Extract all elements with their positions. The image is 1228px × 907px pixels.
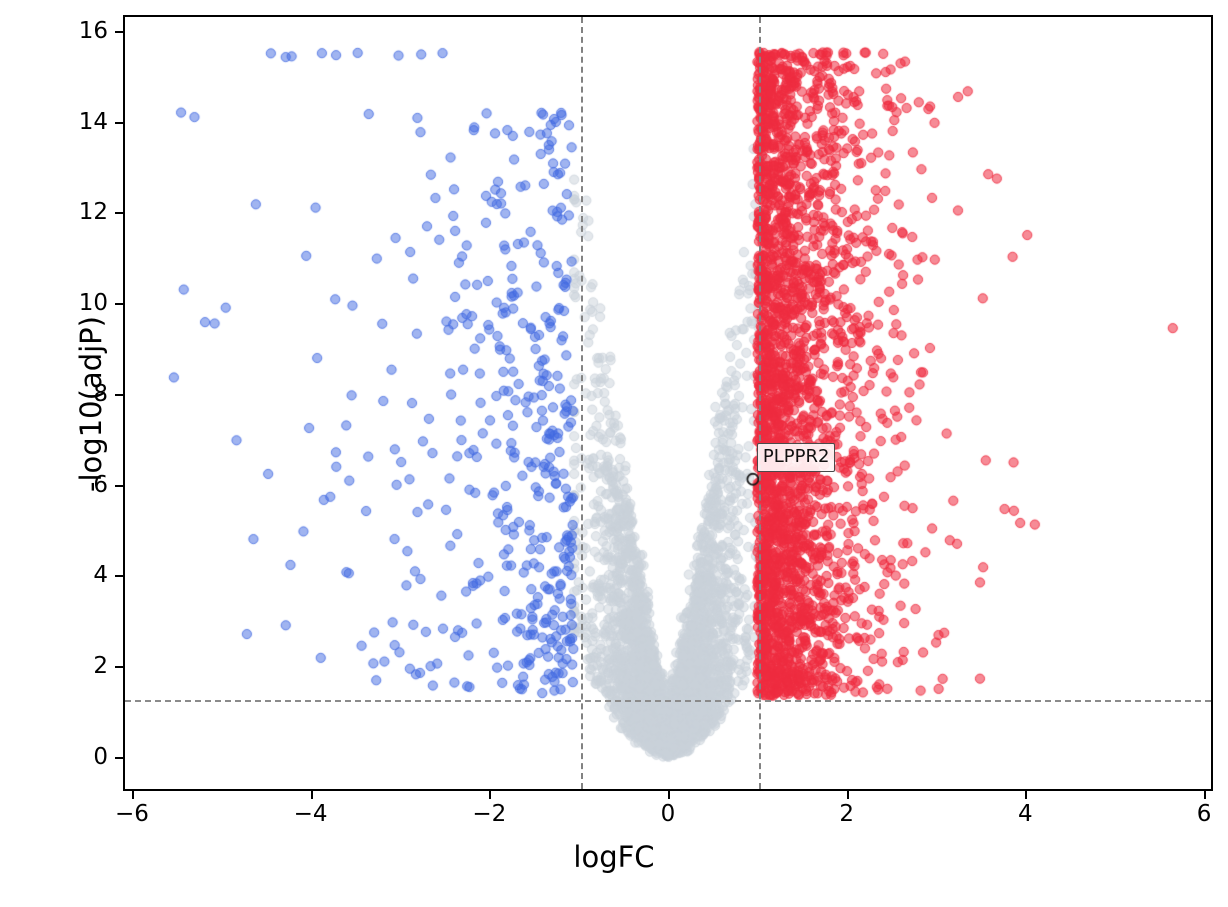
y-tick-mark xyxy=(115,212,123,215)
x-tick-mark xyxy=(1204,791,1207,799)
x-tick-mark xyxy=(131,791,134,799)
y-tick-mark xyxy=(115,666,123,669)
y-tick-label: 0 xyxy=(93,743,108,770)
x-tick-label: −2 xyxy=(472,801,507,827)
x-tick-mark xyxy=(1025,791,1028,799)
pvalue-threshold-line xyxy=(125,699,1211,702)
y-tick-mark xyxy=(115,756,123,759)
plot-area: PLPPR2 xyxy=(123,15,1213,791)
x-tick-mark xyxy=(846,791,849,799)
gene-annotation-label: PLPPR2 xyxy=(756,443,836,473)
scatter-points-canvas xyxy=(125,17,1211,789)
x-tick-mark xyxy=(489,791,492,799)
y-tick-mark xyxy=(115,121,123,124)
x-axis-title: logFC xyxy=(573,840,655,874)
y-tick-mark xyxy=(115,575,123,578)
y-tick-mark xyxy=(115,30,123,33)
y-tick-label: 12 xyxy=(78,199,108,226)
y-tick-label: 4 xyxy=(93,562,108,589)
y-tick-mark xyxy=(115,393,123,396)
logfc-threshold-line-negative xyxy=(580,17,583,789)
logfc-threshold-line-positive xyxy=(759,17,762,789)
y-tick-label: 6 xyxy=(93,471,108,498)
y-tick-label: 8 xyxy=(93,380,108,407)
x-tick-label: 6 xyxy=(1196,801,1212,827)
y-tick-label: 2 xyxy=(93,653,108,680)
y-tick-mark xyxy=(115,303,123,306)
y-tick-label: 14 xyxy=(78,108,108,135)
x-tick-label: 2 xyxy=(839,801,855,827)
y-tick-mark xyxy=(115,484,123,487)
x-tick-label: −4 xyxy=(293,801,328,827)
gene-name: PLPPR2 xyxy=(762,446,830,468)
x-tick-label: 4 xyxy=(1018,801,1033,827)
y-tick-label: 16 xyxy=(78,17,108,44)
x-tick-mark xyxy=(310,791,313,799)
x-tick-label: 0 xyxy=(660,801,676,827)
y-axis-title: -log10(adjP) xyxy=(74,316,108,492)
x-tick-mark xyxy=(668,791,670,799)
y-tick-label: 10 xyxy=(78,290,108,317)
x-tick-label: −6 xyxy=(114,801,149,827)
